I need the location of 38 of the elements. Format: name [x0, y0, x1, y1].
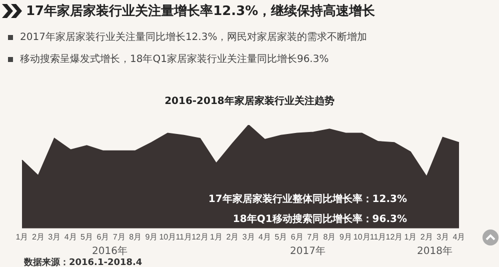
x-tick-label: 5月 [80, 232, 93, 242]
x-tick-label: 9月 [339, 232, 352, 242]
x-tick-label: 5月 [274, 232, 288, 242]
x-tick-label: 6月 [96, 232, 110, 242]
text: 2017年家居家装行业关注量同比增长12.3%，网民对家居家装的需求不断增加 [20, 30, 368, 44]
x-tick-label: 11月 [370, 232, 386, 242]
text: 2018年 [417, 245, 452, 258]
text: 2016年 [92, 245, 128, 258]
x-tick-label: 12月 [386, 232, 403, 242]
x-tick-label: 9月 [145, 232, 158, 242]
x-tick-label: 12月 [192, 232, 208, 242]
x-tick-label: 4月 [452, 232, 466, 242]
chart-subtitle: 2016-2018年家居家装行业关注趋势 [164, 94, 336, 108]
x-tick-label: 1月 [210, 232, 222, 242]
text: 2017年 [290, 245, 326, 258]
x-tick-label: 6月 [290, 232, 304, 242]
x-tick-label: 10月 [353, 232, 370, 242]
x-tick-label: 7月 [307, 232, 320, 242]
source-note: 数据来源：2016.1-2018.4 [24, 256, 142, 267]
x-tick-label: 3月 [48, 232, 61, 242]
x-tick-label: 11月 [176, 232, 192, 242]
x-tick-label: 2月 [420, 232, 433, 242]
x-tick-label: 8月 [323, 232, 336, 242]
annotation: 17年家居家装行业整体同比增长率：12.3% [208, 192, 407, 206]
x-tick-label: 3月 [436, 232, 450, 242]
x-tick-label: 8月 [129, 232, 142, 242]
x-tick-label: 3月 [242, 232, 255, 242]
x-tick-label: 1月 [404, 232, 417, 242]
x-tick-label: 10月 [159, 232, 176, 242]
x-tick-label: 4月 [64, 232, 77, 242]
x-tick-label: 2月 [226, 232, 239, 242]
chart-title: 17年家居家装行业关注量增长率12.3%，继续保持高速增长 [26, 2, 376, 20]
x-tick-label: 1月 [16, 232, 28, 242]
text: 移动搜索呈爆发式增长，18年Q1家居家装行业关注量同比增长96.3% [20, 52, 329, 66]
x-tick-label: 4月 [258, 232, 272, 242]
annotation: 18年Q1移动搜索同比增长率：96.3% [232, 212, 407, 226]
x-tick-label: 2月 [32, 232, 44, 242]
x-tick-label: 7月 [112, 232, 126, 242]
